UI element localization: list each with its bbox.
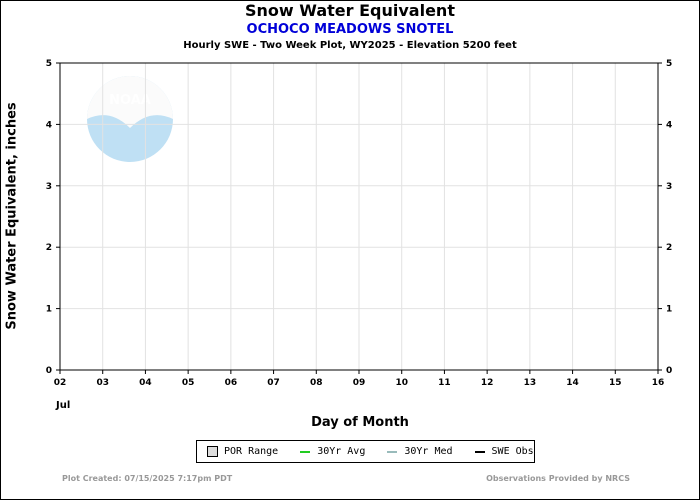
30yr-avg-swatch [300, 450, 311, 453]
x-tick-label: 10 [395, 378, 408, 388]
plot-created-note: Plot Created: 07/15/2025 7:17pm PDT [62, 474, 233, 483]
data-provider-note: Observations Provided by NRCS [486, 474, 630, 483]
x-tick-label: 15 [609, 378, 622, 388]
x-tick-label: 12 [481, 378, 494, 388]
y-tick-label-left: 3 [46, 182, 52, 192]
x-tick-label: 04 [139, 378, 152, 388]
x-tick-label: 11 [438, 378, 451, 388]
y-tick-label-right: 0 [666, 366, 672, 376]
legend-label-por-range: POR Range [224, 446, 279, 457]
chart-title: Snow Water Equivalent [245, 1, 455, 20]
x-tick-label: 08 [310, 378, 323, 388]
x-tick-label: 09 [353, 378, 366, 388]
y-tick-label-right: 2 [666, 243, 672, 253]
y-tick-label-right: 5 [666, 59, 672, 69]
por-range-swatch [207, 446, 218, 457]
legend-item-30yr-avg: 30Yr Avg [300, 446, 365, 457]
x-tick-label: 13 [524, 378, 537, 388]
legend: POR Range 30Yr Avg 30Yr Med SWE Obs [196, 440, 535, 463]
station-name: OCHOCO MEADOWS SNOTEL [246, 22, 454, 37]
x-tick-label: 06 [225, 378, 238, 388]
y-tick-label-right: 1 [666, 305, 672, 315]
swe-obs-swatch [474, 450, 485, 453]
x-tick-label: 07 [267, 378, 280, 388]
y-tick-label-left: 2 [46, 243, 52, 253]
x-tick-label: 14 [566, 378, 579, 388]
legend-label-30yr-avg: 30Yr Avg [317, 446, 366, 457]
chart-description: Hourly SWE - Two Week Plot, WY2025 - Ele… [183, 40, 517, 51]
y-tick-label-left: 1 [46, 305, 52, 315]
legend-item-swe-obs: SWE Obs [474, 446, 534, 457]
x-tick-label: 16 [652, 378, 665, 388]
y-tick-label-right: 3 [666, 182, 672, 192]
y-tick-label-right: 4 [666, 120, 672, 130]
legend-item-30yr-med: 30Yr Med [387, 446, 453, 457]
legend-label-swe-obs: SWE Obs [491, 446, 534, 457]
y-tick-label-left: 0 [46, 366, 52, 376]
x-tick-label: 05 [182, 378, 195, 388]
y-tick-label-left: 5 [46, 59, 52, 69]
y-tick-label-left: 4 [46, 120, 52, 130]
noaa-logo-text: NOAA [109, 93, 151, 108]
month-label: Jul [56, 400, 71, 411]
x-tick-label: 02 [54, 378, 67, 388]
x-axis-label: Day of Month [311, 415, 409, 430]
30yr-med-swatch [387, 450, 398, 453]
legend-label-30yr-med: 30Yr Med [404, 446, 453, 457]
legend-item-por-range: POR Range [207, 446, 278, 457]
noaa-logo: NOAA [87, 76, 173, 162]
x-tick-label: 03 [96, 378, 109, 388]
